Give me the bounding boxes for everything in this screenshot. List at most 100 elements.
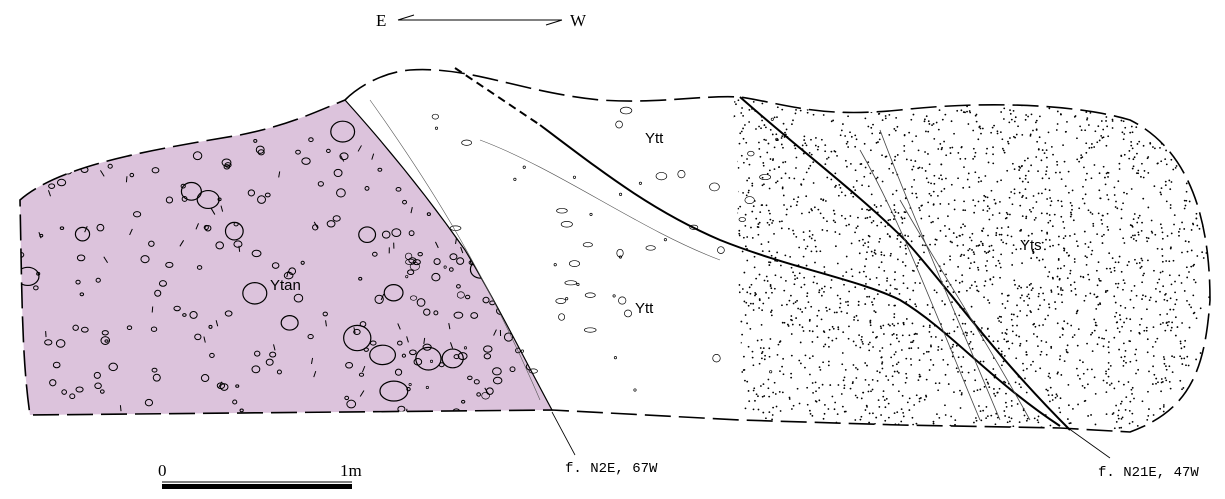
stipple-dot	[768, 261, 770, 264]
stipple-dot	[768, 223, 771, 226]
stipple-dot	[1166, 324, 1169, 327]
stipple-dot	[880, 253, 883, 256]
stipple-dot	[1054, 301, 1056, 303]
stipple-dot	[873, 297, 876, 300]
stipple-dot	[745, 194, 748, 197]
stipple-dot	[1105, 391, 1108, 394]
clast	[48, 183, 56, 189]
fractures	[405, 106, 779, 400]
stipple-dot	[901, 221, 904, 224]
clast	[104, 339, 109, 343]
stipple-dot	[941, 178, 943, 181]
stipple-dot	[744, 124, 746, 126]
clast	[453, 311, 464, 319]
stipple-dot	[930, 182, 932, 185]
stipple-dot	[965, 334, 968, 337]
clast	[200, 374, 210, 383]
stipple-dot	[941, 146, 943, 149]
stipple-dot	[912, 165, 915, 168]
stipple-dot	[1098, 189, 1101, 192]
grain	[589, 212, 593, 216]
stipple-dot	[806, 386, 809, 389]
stipple-dot	[1106, 225, 1109, 228]
stipple-dot	[1095, 324, 1098, 327]
stipple-dot	[1139, 323, 1141, 326]
clast	[26, 166, 36, 176]
clast	[416, 298, 426, 307]
stipple-dot	[733, 246, 735, 249]
stipple-dot	[1024, 174, 1027, 177]
stipple-dot	[1009, 213, 1011, 216]
clast	[332, 215, 341, 222]
stipple-dot	[935, 121, 938, 124]
stipple-dot	[870, 390, 872, 393]
stipple-dot	[1083, 202, 1086, 205]
grain	[613, 356, 617, 360]
stipple-dot	[809, 164, 812, 167]
stipple-dot	[912, 423, 915, 426]
stipple-dot	[795, 167, 797, 169]
stipple-dot	[891, 364, 894, 367]
stipple-dot	[1124, 409, 1127, 411]
stipple-dot	[995, 412, 998, 415]
stipple-dot	[1203, 221, 1206, 224]
stipple-dot	[959, 407, 962, 409]
clast	[339, 152, 349, 161]
stipple-dot	[904, 197, 907, 200]
stipple-dot	[1129, 131, 1132, 134]
stipple-dot	[1147, 206, 1150, 209]
stipple-dot	[816, 282, 818, 285]
stipple-dot	[1159, 271, 1162, 274]
stipple-dot	[988, 335, 990, 338]
stipple-dot	[1150, 230, 1153, 233]
stipple-dot	[910, 341, 912, 344]
stipple-dot	[987, 299, 989, 302]
stipple-dot	[869, 319, 872, 322]
stipple-dot	[995, 95, 997, 97]
stipple-dot	[1028, 284, 1031, 286]
stipple-dot	[1052, 153, 1054, 156]
stipple-dot	[1005, 340, 1008, 343]
stipple-dot	[761, 309, 764, 312]
stipple-dot	[1037, 421, 1040, 424]
stipple-dot	[739, 381, 741, 383]
clast-dash	[493, 136, 498, 143]
stipple-dot	[1027, 170, 1030, 173]
stipple-dot	[775, 405, 778, 408]
stipple-dot	[872, 346, 874, 348]
stipple-dot	[1172, 259, 1175, 262]
stipple-dot	[1161, 270, 1164, 273]
stipple-dot	[1057, 267, 1059, 270]
clast-dash	[102, 116, 105, 123]
stipple-dot	[1083, 166, 1085, 169]
stipple-dot	[1091, 331, 1094, 334]
stipple-dot	[962, 223, 965, 226]
stipple-dot	[932, 122, 935, 125]
stipple-dot	[889, 343, 892, 346]
stipple-dot	[1013, 188, 1016, 191]
clast	[59, 226, 65, 230]
stipple-dot	[1100, 135, 1103, 137]
stipple-dot	[736, 190, 739, 193]
orientation-arrowheads	[397, 14, 563, 26]
stipple-dot	[789, 255, 792, 258]
stipple-dot	[1208, 145, 1210, 148]
grain	[553, 263, 557, 267]
stipple-dot	[738, 234, 741, 237]
stipple-dot	[768, 347, 771, 350]
stipple-dot	[1122, 97, 1125, 100]
stipple-dot	[731, 144, 733, 146]
stipple-dot	[1176, 413, 1179, 416]
stipple-dot	[788, 396, 791, 399]
stipple-dot	[1079, 125, 1082, 128]
stipple-dot	[935, 239, 938, 241]
stipple-dot	[1133, 156, 1136, 159]
stipple-dot	[1083, 386, 1086, 389]
stipple-dot	[946, 101, 949, 104]
stipple-dot	[1073, 334, 1076, 336]
clast	[456, 173, 466, 180]
stipple-dot	[1165, 260, 1168, 262]
stipple-dot	[861, 340, 864, 343]
stipple-dot	[762, 162, 765, 164]
clast	[152, 373, 161, 382]
